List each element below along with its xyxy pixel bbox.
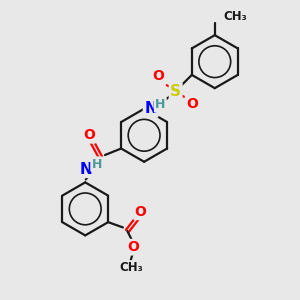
Text: N: N xyxy=(144,101,157,116)
Text: O: O xyxy=(83,128,95,142)
Text: S: S xyxy=(170,84,181,99)
Text: O: O xyxy=(135,205,146,219)
Text: N: N xyxy=(80,162,92,177)
Text: H: H xyxy=(155,98,166,111)
Text: O: O xyxy=(152,69,164,83)
Text: CH₃: CH₃ xyxy=(120,261,144,274)
Text: CH₃: CH₃ xyxy=(224,10,248,22)
Text: O: O xyxy=(127,240,139,254)
Text: O: O xyxy=(186,98,198,111)
Text: H: H xyxy=(92,158,102,171)
